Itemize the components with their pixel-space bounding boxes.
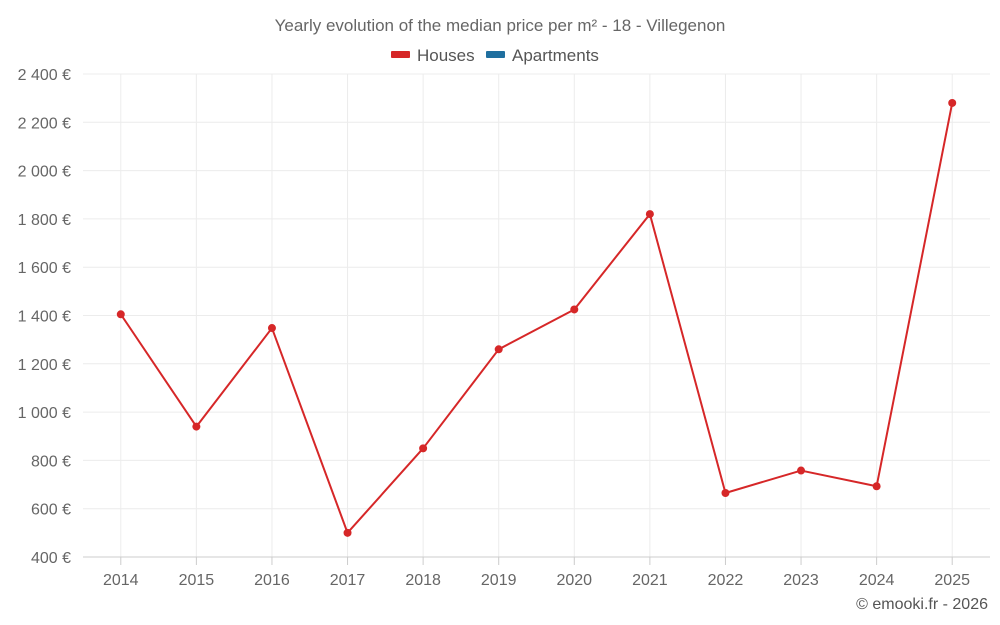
data-point[interactable] bbox=[948, 98, 957, 107]
y-tick-label: 2 000 € bbox=[18, 164, 71, 181]
y-tick-label: 600 € bbox=[31, 502, 71, 519]
x-tick-label: 2015 bbox=[179, 572, 215, 589]
y-tick-label: 1 400 € bbox=[18, 309, 71, 326]
data-point[interactable] bbox=[267, 324, 276, 333]
series-houses bbox=[116, 98, 957, 537]
data-point[interactable] bbox=[494, 345, 503, 354]
chart-title: Yearly evolution of the median price per… bbox=[275, 16, 726, 35]
legend-item-houses[interactable]: Houses bbox=[391, 46, 475, 65]
x-tick-label: 2022 bbox=[708, 572, 744, 589]
x-tick-label: 2016 bbox=[254, 572, 290, 589]
legend[interactable]: Houses Apartments bbox=[391, 46, 599, 65]
credit-text: © emooki.fr - 2026 bbox=[856, 596, 988, 613]
data-point[interactable] bbox=[797, 466, 806, 475]
y-tick-label: 1 200 € bbox=[18, 357, 71, 374]
data-point[interactable] bbox=[570, 305, 579, 314]
data-point[interactable] bbox=[343, 528, 352, 537]
x-tick-label: 2017 bbox=[330, 572, 366, 589]
y-tick-label: 1 000 € bbox=[18, 405, 71, 422]
y-tick-label: 800 € bbox=[31, 453, 71, 470]
y-tick-label: 1 800 € bbox=[18, 212, 71, 229]
x-tick-label: 2014 bbox=[103, 572, 139, 589]
y-tick-label: 1 600 € bbox=[18, 260, 71, 277]
data-point[interactable] bbox=[872, 482, 881, 491]
x-tick-label: 2018 bbox=[405, 572, 441, 589]
x-tick-label: 2020 bbox=[556, 572, 592, 589]
legend-item-apartments[interactable]: Apartments bbox=[486, 46, 599, 65]
y-tick-label: 400 € bbox=[31, 550, 71, 567]
y-axis: 400 € 600 € 800 € 1 000 € 1 200 € 1 400 € 1 60… bbox=[18, 67, 71, 567]
legend-label-apartments: Apartments bbox=[512, 46, 599, 65]
data-point[interactable] bbox=[721, 489, 730, 498]
y-tick-label: 2 200 € bbox=[18, 115, 71, 132]
gridlines bbox=[83, 73, 990, 557]
data-point[interactable] bbox=[419, 444, 428, 453]
legend-swatch-houses bbox=[391, 51, 410, 58]
legend-swatch-apartments bbox=[486, 51, 505, 58]
x-tick-label: 2025 bbox=[934, 572, 970, 589]
y-tick-label: 2 400 € bbox=[18, 67, 71, 84]
data-point[interactable] bbox=[645, 210, 654, 219]
x-tick-label: 2021 bbox=[632, 572, 668, 589]
x-tick-label: 2019 bbox=[481, 572, 517, 589]
x-tick-label: 2023 bbox=[783, 572, 819, 589]
series-line-houses bbox=[119, 102, 954, 534]
legend-label-houses: Houses bbox=[417, 46, 475, 65]
data-point[interactable] bbox=[192, 422, 201, 431]
x-axis: 2014 2015 2016 2017 2018 2019 2020 2021 2022 2023… bbox=[83, 556, 990, 589]
data-point[interactable] bbox=[116, 310, 125, 319]
x-tick-label: 2024 bbox=[859, 572, 895, 589]
